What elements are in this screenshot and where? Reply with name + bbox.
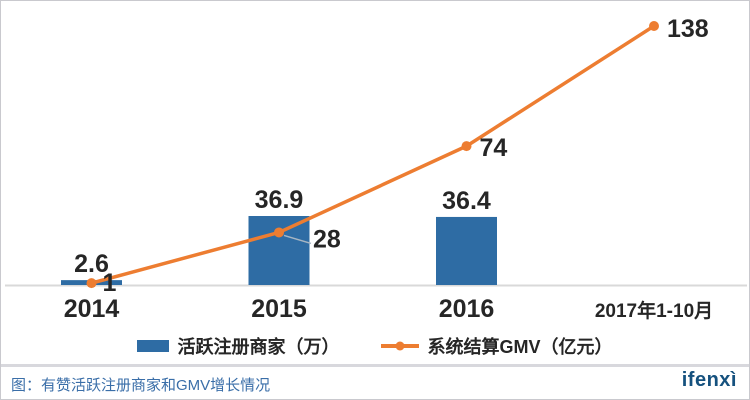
gmv-point-2017年1-10月	[649, 21, 659, 31]
bar-series-swatch-icon	[137, 340, 170, 352]
legend-label-gmv: 系统结算GMV（亿元）	[427, 337, 613, 357]
gmv-line	[91, 24, 655, 285]
gmv-point-2015	[274, 227, 284, 238]
x-axis-label-2015: 2015	[251, 295, 307, 323]
bar-label-2016: 36.4	[442, 187, 491, 215]
line-label-2017年1-10月: 138	[667, 15, 709, 43]
combo-chart-canvas: 2.6 36.9 36.4 1 28 74 138 2014 2015 2016 2017年1-10…	[5, 15, 747, 323]
chart-legend: 活跃注册商家（万） 系统结算GMV（亿元）	[1, 333, 749, 359]
ifenxi-logo: ifenxì	[681, 369, 737, 391]
bar-label-2015: 36.9	[255, 186, 304, 214]
label-leader-line	[283, 234, 312, 245]
bar-2015	[248, 216, 310, 285]
legend-item-merchants: 活跃注册商家（万）	[137, 333, 339, 359]
footer-divider	[1, 364, 749, 367]
x-axis-label-2017年1-10月: 2017年1-10月	[595, 299, 713, 322]
bar-2016	[436, 216, 497, 285]
gmv-point-2014	[86, 278, 97, 289]
bar-label-2014: 2.6	[74, 250, 109, 278]
x-axis-label-2016: 2016	[439, 295, 495, 323]
figure-caption: 图：有赞活跃注册商家和GMV增长情况	[11, 377, 271, 394]
line-series-swatch-icon	[381, 341, 420, 351]
line-label-2016: 74	[480, 134, 508, 162]
x-axis-label-2014: 2014	[64, 295, 120, 323]
gmv-point-2016	[461, 141, 472, 152]
legend-label-merchants: 活跃注册商家（万）	[177, 337, 340, 357]
line-series-dot-icon	[395, 341, 405, 351]
line-label-2014: 1	[103, 269, 117, 297]
legend-item-gmv: 系统结算GMV（亿元）	[381, 333, 613, 359]
line-label-2015: 28	[313, 225, 341, 253]
